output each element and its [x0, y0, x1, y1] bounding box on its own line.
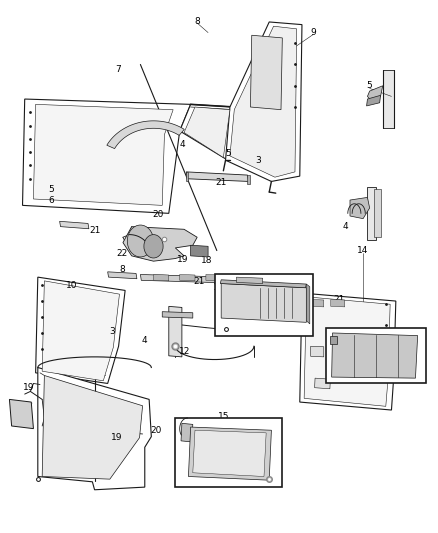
Polygon shape — [193, 430, 266, 477]
Polygon shape — [367, 86, 383, 102]
Polygon shape — [141, 274, 264, 284]
Polygon shape — [162, 312, 193, 318]
Text: 21: 21 — [89, 226, 101, 235]
Text: 19: 19 — [23, 383, 35, 392]
Text: 4: 4 — [343, 222, 349, 231]
Text: 21: 21 — [333, 295, 345, 304]
Text: 8: 8 — [119, 265, 125, 273]
Polygon shape — [180, 104, 234, 160]
Text: 8: 8 — [194, 18, 200, 27]
Text: 15: 15 — [218, 412, 229, 421]
Text: 5: 5 — [225, 149, 231, 158]
Polygon shape — [310, 300, 324, 307]
Polygon shape — [186, 172, 249, 181]
Polygon shape — [123, 227, 197, 261]
Polygon shape — [232, 274, 247, 281]
Text: 23: 23 — [244, 282, 255, 291]
Polygon shape — [42, 375, 143, 479]
Polygon shape — [221, 284, 306, 322]
Text: 9: 9 — [310, 28, 316, 37]
Polygon shape — [314, 378, 330, 389]
Text: 17: 17 — [255, 437, 266, 446]
Text: 18: 18 — [201, 256, 212, 264]
Polygon shape — [191, 245, 208, 257]
Text: 19: 19 — [111, 433, 122, 442]
Polygon shape — [332, 333, 418, 378]
Polygon shape — [300, 293, 396, 410]
Text: 3: 3 — [255, 156, 261, 165]
Text: 22: 22 — [117, 249, 128, 259]
Text: 18: 18 — [22, 415, 34, 424]
Text: 5: 5 — [367, 81, 372, 90]
Polygon shape — [153, 274, 169, 281]
Polygon shape — [383, 70, 394, 128]
Text: 21: 21 — [194, 277, 205, 286]
Polygon shape — [306, 284, 310, 324]
Polygon shape — [251, 35, 283, 110]
Polygon shape — [169, 306, 182, 357]
Text: 6: 6 — [48, 196, 54, 205]
Polygon shape — [237, 277, 263, 284]
Circle shape — [127, 225, 153, 257]
Polygon shape — [108, 272, 137, 279]
Polygon shape — [181, 423, 193, 442]
Polygon shape — [330, 336, 337, 344]
Polygon shape — [188, 427, 272, 480]
Polygon shape — [367, 95, 381, 106]
Text: 19: 19 — [177, 255, 189, 264]
Polygon shape — [35, 277, 125, 383]
Polygon shape — [220, 280, 306, 288]
Polygon shape — [247, 175, 250, 184]
Polygon shape — [350, 197, 370, 219]
Text: 20: 20 — [150, 426, 161, 435]
Polygon shape — [230, 26, 297, 177]
Text: 11: 11 — [213, 283, 225, 292]
Polygon shape — [280, 298, 351, 309]
Polygon shape — [374, 189, 381, 237]
Polygon shape — [331, 300, 345, 307]
Text: 3: 3 — [109, 327, 115, 336]
Polygon shape — [206, 274, 221, 281]
Polygon shape — [33, 104, 173, 205]
Polygon shape — [184, 107, 230, 158]
Text: 4: 4 — [179, 140, 185, 149]
Text: 7: 7 — [116, 66, 121, 74]
Text: 10: 10 — [66, 280, 77, 289]
Polygon shape — [38, 368, 151, 490]
Bar — [326, 328, 426, 383]
Text: 1: 1 — [240, 277, 246, 286]
Text: 20: 20 — [152, 210, 163, 219]
Polygon shape — [186, 172, 188, 181]
Text: 13: 13 — [378, 335, 390, 344]
Polygon shape — [289, 300, 303, 307]
Text: 16: 16 — [246, 421, 258, 430]
Circle shape — [144, 235, 163, 258]
Text: 21: 21 — [215, 178, 227, 187]
Polygon shape — [107, 121, 184, 149]
Polygon shape — [311, 346, 324, 357]
Text: 5: 5 — [48, 185, 54, 194]
Polygon shape — [226, 22, 302, 181]
Text: 4: 4 — [142, 336, 148, 345]
Bar — [175, 418, 283, 487]
Polygon shape — [42, 281, 120, 381]
Polygon shape — [304, 297, 390, 406]
Polygon shape — [60, 221, 89, 229]
Polygon shape — [10, 399, 33, 429]
Text: 4: 4 — [330, 330, 336, 339]
Text: 14: 14 — [357, 246, 369, 255]
Text: 12: 12 — [179, 347, 191, 356]
Bar — [215, 274, 313, 336]
Polygon shape — [22, 99, 191, 213]
Polygon shape — [180, 274, 195, 281]
Text: 2: 2 — [227, 325, 232, 334]
Polygon shape — [367, 187, 376, 240]
